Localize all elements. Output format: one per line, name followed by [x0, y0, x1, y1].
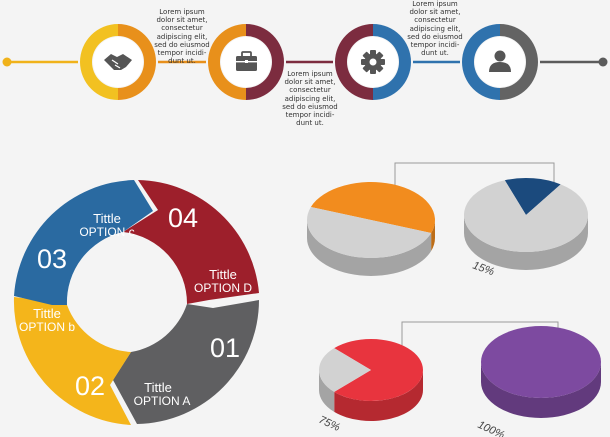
pie-1-rest-slice [307, 207, 432, 258]
segment-d-title: Tittle [209, 267, 237, 282]
segment-a-option: OPTION A [134, 394, 191, 408]
timeline-note-3: Lorem ipsum dolor sit amet, consectetur … [407, 0, 463, 58]
cycle-diagram: 04 Tittle OPTION D 01 Tittle OPTION A 02… [13, 180, 259, 425]
segment-b-title: Tittle [33, 306, 61, 321]
timeline-note-2: Lorem ipsum dolor sit amet, consectetur … [282, 70, 338, 128]
cycle-segment-c [14, 180, 153, 305]
briefcase-icon [236, 51, 257, 71]
timeline-step-2 [208, 24, 284, 100]
timeline-step-4 [462, 24, 538, 100]
pie-3-value-slice [334, 339, 423, 402]
cycle-segment-b [13, 297, 131, 425]
segment-d-option: OPTION D [194, 281, 252, 295]
handshake-icon [104, 54, 132, 70]
pie-1-value-slice [310, 182, 435, 233]
pie-2-side-3 [464, 215, 588, 270]
pie-chart-4 [481, 326, 601, 418]
pie-2-rest-slice [464, 180, 589, 253]
pie-4-side-1 [481, 362, 601, 418]
timeline [2, 24, 608, 100]
segment-c-title: Tittle [93, 211, 121, 226]
pie-1-side-2 [431, 220, 435, 251]
segment-a-number: 01 [210, 333, 240, 363]
segment-c-option: OPTION c [79, 225, 134, 239]
timeline-start-dot [2, 57, 12, 67]
pie-charts: 15%75% 100% [307, 178, 601, 437]
cycle-segment-d [123, 180, 259, 304]
pie-3-label: 75% [317, 414, 342, 434]
pie-1-side-3 [307, 220, 432, 276]
pie-4-label: 100% [476, 419, 507, 437]
pie-4-value-slice [481, 326, 601, 398]
segment-a-title: Tittle [144, 380, 172, 395]
segment-d-number: 04 [168, 203, 198, 233]
timeline-step-1 [80, 24, 156, 100]
segment-b-number: 02 [75, 371, 105, 401]
pie-chart-1 [307, 182, 435, 276]
pie-3-side-2 [334, 370, 423, 422]
pie-2-value-slice [504, 178, 561, 215]
timeline-note-1: Lorem ipsum dolor sit amet, consectetur … [154, 8, 210, 66]
segment-b-option: OPTION b [19, 320, 75, 334]
pie-chart-2 [464, 178, 589, 270]
cycle-segment-a [113, 300, 259, 424]
timeline-end-dot [598, 57, 608, 67]
pie-3-rest-slice [318, 348, 371, 392]
timeline-step-3 [335, 24, 411, 100]
gear-icon [361, 50, 385, 74]
pie-chart-3 [318, 339, 423, 422]
pie-3-side-3 [319, 370, 335, 412]
user-icon [489, 50, 511, 72]
segment-c-number: 03 [37, 244, 67, 274]
